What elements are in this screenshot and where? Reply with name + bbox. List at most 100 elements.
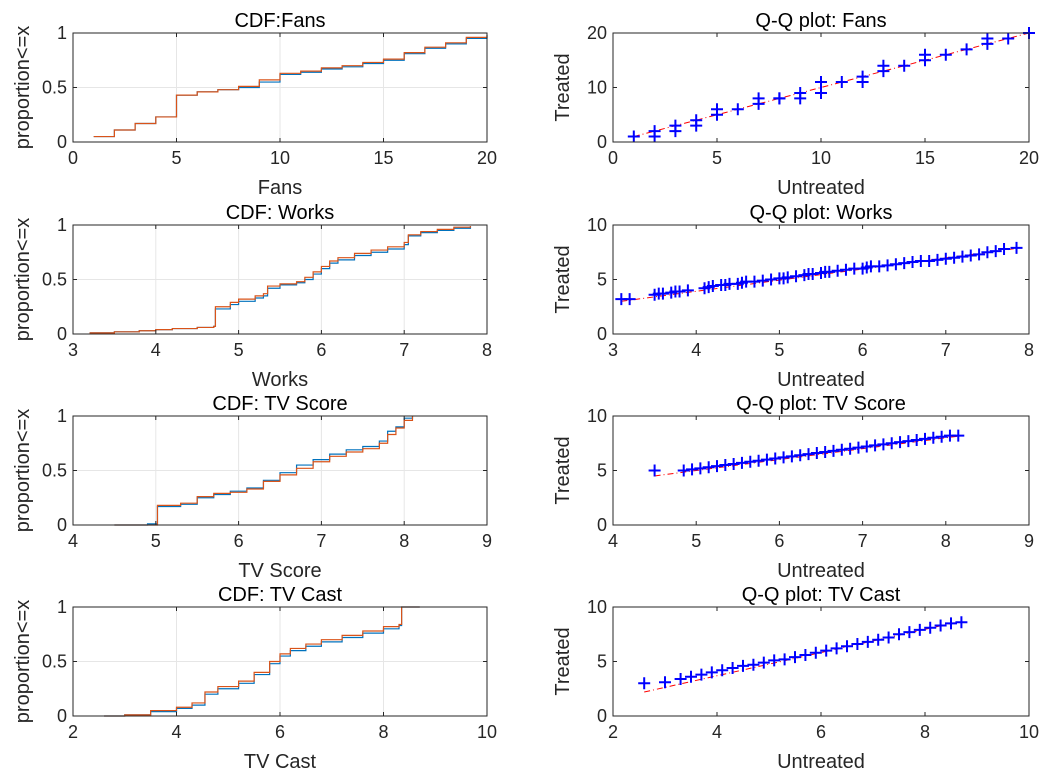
qq-tv-cast-plot-area xyxy=(613,607,1029,716)
qq-tv-cast-point-29 xyxy=(955,616,968,629)
cdf-fans-panel: 0 5 10 15 20 0 0.5 1 CDF:Fans Fans proportion<=x xyxy=(12,10,497,199)
qq-fans-point-15 xyxy=(794,86,807,99)
qq-works-plot-area xyxy=(613,225,1029,334)
cdf-works-x-tick-label-3: 6 xyxy=(316,340,326,360)
qq-tv-score-y-axis-label: Treated xyxy=(552,436,574,504)
qq-tv-score-point-0 xyxy=(648,464,661,477)
qq-works-point-47 xyxy=(956,250,969,263)
qq-works-x-tick-label-2: 5 xyxy=(774,340,784,360)
qq-tv-cast-point-26 xyxy=(924,621,937,634)
cdf-tv-score-x-tick-label-4: 8 xyxy=(399,531,409,551)
qq-tv-score-point-9 xyxy=(744,455,757,468)
cdf-tv-score-y-tick-label-2: 1 xyxy=(57,406,67,426)
qq-tv-score-point-10 xyxy=(752,454,765,467)
qq-fans-point-6 xyxy=(690,114,703,127)
qq-works-point-49 xyxy=(973,248,986,261)
qq-works-x-tick-label-4: 7 xyxy=(941,340,951,360)
qq-fans-point-25 xyxy=(919,48,931,61)
qq-tv-score-x-tick-label-2: 6 xyxy=(774,531,784,551)
qq-tv-score-point-26 xyxy=(885,437,898,450)
qq-tv-cast-point-24 xyxy=(903,626,916,639)
qq-works-point-46 xyxy=(948,251,961,264)
qq-tv-score-point-22 xyxy=(852,441,865,454)
cdf-works-panel: 3 4 5 6 7 8 0 0.5 1 CDF: Works Works proportion<=x xyxy=(12,202,492,391)
cdf-tv-score-x-tick-label-5: 9 xyxy=(482,531,492,551)
qq-fans-panel: 0 5 10 15 20 0 10 20 Q-Q plot: Fans Untreated Trea… xyxy=(552,10,1039,199)
qq-tv-score-point-5 xyxy=(711,460,723,473)
qq-tv-score-x-tick-label-1: 5 xyxy=(691,531,701,551)
qq-works-point-45 xyxy=(939,252,952,265)
qq-tv-cast-x-tick-label-2: 6 xyxy=(816,722,826,742)
cdf-works-title: CDF: Works xyxy=(226,202,335,224)
cdf-fans-series-1-line xyxy=(93,35,488,138)
cdf-works-x-tick-label-1: 4 xyxy=(151,340,161,360)
qq-tv-cast-point-25 xyxy=(913,623,926,636)
qq-tv-score-point-29 xyxy=(910,433,923,446)
qq-tv-score-plot-area xyxy=(613,416,1029,525)
qq-works-point-19 xyxy=(756,274,769,287)
qq-works-point-41 xyxy=(906,256,919,269)
qq-tv-cast-x-tick-label-4: 10 xyxy=(1019,722,1039,742)
cdf-tv-score-x-tick-label-3: 7 xyxy=(316,531,326,551)
qq-works-point-38 xyxy=(881,259,894,272)
qq-tv-score-point-25 xyxy=(877,438,890,451)
qq-tv-score-x-tick-label-3: 7 xyxy=(858,531,868,551)
qq-tv-score-point-28 xyxy=(902,435,915,448)
qq-tv-cast-reference-line xyxy=(644,620,962,693)
qq-fans-x-tick-label-4: 20 xyxy=(1019,148,1039,168)
qq-tv-cast-x-tick-label-0: 2 xyxy=(608,722,618,742)
qq-tv-cast-point-17 xyxy=(830,642,843,655)
qq-tv-cast-point-12 xyxy=(778,653,791,666)
qq-tv-cast-x-tick-label-3: 8 xyxy=(920,722,930,742)
qq-tv-cast-y-axis-label: Treated xyxy=(552,627,574,695)
qq-works-point-31 xyxy=(831,264,844,277)
qq-tv-cast-point-19 xyxy=(851,638,864,651)
qq-fans-point-16 xyxy=(815,86,827,99)
cdf-works-y-axis-label: proportion<=x xyxy=(12,218,34,341)
cdf-tv-score-panel: 4 5 6 7 8 9 0 0.5 1 CDF: TV Score TV Score proporti… xyxy=(12,393,492,582)
cdf-works-x-tick-label-0: 3 xyxy=(68,340,78,360)
cdf-tv-cast-y-tick-label-0: 0 xyxy=(57,706,67,726)
qq-fans-point-11 xyxy=(752,92,765,105)
qq-tv-cast-point-13 xyxy=(789,651,801,664)
cdf-fans-y-axis-label: proportion<=x xyxy=(12,26,34,149)
qq-tv-score-point-13 xyxy=(777,451,790,464)
qq-tv-score-x-axis-label: Untreated xyxy=(777,560,865,582)
cdf-tv-score-title: CDF: TV Score xyxy=(212,393,347,415)
qq-fans-point-27 xyxy=(960,43,973,56)
qq-tv-score-panel: 4 5 6 7 8 9 0 5 10 Q-Q plot: TV Score Untreated Tre… xyxy=(552,393,1034,582)
cdf-tv-cast-panel: 2 4 6 8 10 0 0.5 1 CDF: TV Cast TV Cast proportion… xyxy=(12,584,497,773)
cdf-tv-score-series-1-line xyxy=(114,416,414,526)
qq-works-point-7 xyxy=(673,285,686,298)
qq-fans-y-tick-label-0: 0 xyxy=(597,132,607,152)
qq-tv-cast-point-14 xyxy=(799,648,812,661)
qq-tv-cast-y-tick-label-0: 0 xyxy=(597,706,607,726)
qq-fans-y-tick-label-2: 20 xyxy=(587,23,607,43)
cdf-works-x-tick-label-2: 5 xyxy=(234,340,244,360)
cdf-tv-score-y-axis-label: proportion<=x xyxy=(12,409,34,532)
qq-tv-score-point-12 xyxy=(769,452,782,465)
qq-works-point-1 xyxy=(623,293,636,306)
qq-tv-cast-x-tick-label-1: 4 xyxy=(712,722,722,742)
cdf-tv-cast-y-axis-label: proportion<=x xyxy=(12,600,34,723)
qq-works-point-24 xyxy=(790,270,803,283)
cdf-fans-y-tick-label-1: 0.5 xyxy=(42,78,67,98)
cdf-tv-cast-y-tick-label-2: 1 xyxy=(57,597,67,617)
qq-works-x-axis-label: Untreated xyxy=(777,369,865,391)
qq-tv-score-point-11 xyxy=(760,453,773,466)
qq-tv-score-point-31 xyxy=(927,431,940,444)
cdf-tv-score-x-tick-label-0: 4 xyxy=(68,531,78,551)
qq-fans-point-0 xyxy=(627,130,640,143)
qq-tv-cast-point-11 xyxy=(768,654,781,667)
qq-works-x-tick-label-5: 8 xyxy=(1024,340,1034,360)
cdf-fans-y-tick-label-0: 0 xyxy=(57,132,67,152)
qq-tv-score-point-19 xyxy=(827,444,840,457)
cdf-tv-cast-series-1-line xyxy=(104,606,420,717)
qq-tv-score-point-3 xyxy=(694,462,707,475)
cdf-tv-cast-x-tick-label-0: 2 xyxy=(68,722,78,742)
qq-works-point-53 xyxy=(1010,241,1023,254)
qq-tv-score-point-32 xyxy=(935,430,948,443)
qq-fans-point-26 xyxy=(939,48,952,61)
qq-tv-score-point-34 xyxy=(952,429,965,442)
